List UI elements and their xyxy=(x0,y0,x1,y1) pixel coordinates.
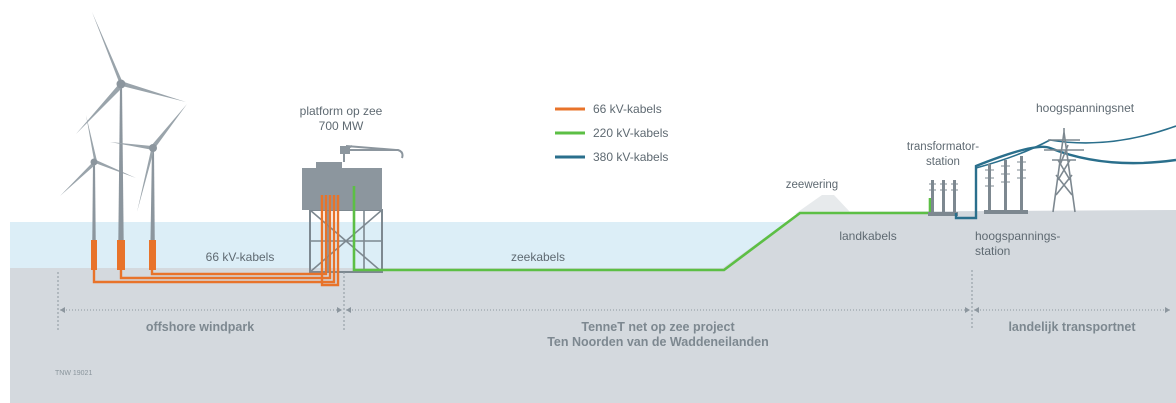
turbine-tower xyxy=(118,84,124,270)
platform-crane-cabin xyxy=(340,146,350,154)
turbine-blade xyxy=(110,142,153,150)
label-zone-landelijk: landelijk transportnet xyxy=(1008,320,1136,334)
transformer-insulators xyxy=(928,180,958,216)
cable-66kv xyxy=(92,195,336,284)
label-code: TNW 19021 xyxy=(55,370,92,377)
seabed xyxy=(10,268,1176,403)
wind-turbine xyxy=(110,104,187,270)
label-platform-line2: 700 MW xyxy=(319,119,364,133)
transformer-station xyxy=(928,180,958,216)
label-hoogspannings-line2: station xyxy=(975,244,1010,258)
cable-66kv xyxy=(150,195,328,276)
background xyxy=(10,195,1176,403)
label-66kv-kabels: 66 kV-kabels xyxy=(206,250,275,264)
turbine-hub xyxy=(90,158,98,166)
label-landkabels: landkabels xyxy=(839,229,896,243)
label-hoogspanningsnet: hoogspanningsnet xyxy=(1036,101,1135,115)
turbine-hub xyxy=(116,79,126,89)
turbine-tower xyxy=(150,148,155,270)
label-transformator-line1: transformator- xyxy=(907,141,979,153)
zone-markers xyxy=(57,270,1170,330)
cable-220kv xyxy=(352,186,932,272)
legend-label-66kv: 66 kV-kabels xyxy=(593,102,662,116)
platform-topside xyxy=(302,168,382,210)
turbine-hub xyxy=(149,144,157,152)
label-zeekabels: zeekabels xyxy=(511,250,565,264)
turbine-foundation xyxy=(149,240,156,270)
cables-66kv xyxy=(92,195,340,287)
legend-label-380kv: 380 kV-kabels xyxy=(593,150,668,164)
turbine-blade xyxy=(137,150,154,212)
turbine-blade xyxy=(92,12,123,83)
platform-topside-top xyxy=(316,162,342,170)
transmission-pylon xyxy=(1044,128,1084,213)
turbine-blade xyxy=(122,82,186,102)
land xyxy=(720,210,1176,270)
label-zeewering: zeewering xyxy=(786,179,838,191)
turbine-blade xyxy=(151,104,187,148)
turbine-blade xyxy=(60,162,95,196)
label-hoogspannings-line1: hoogspannings- xyxy=(975,229,1060,243)
legend: 66 kV-kabels 220 kV-kabels 380 kV-kabels xyxy=(555,102,668,164)
transformer-insulator-details xyxy=(929,183,958,191)
dike-zeewering xyxy=(795,195,850,214)
label-zone-offshore: offshore windpark xyxy=(146,320,254,334)
label-zone-tennet-line1: TenneT net op zee project xyxy=(581,320,735,334)
cable-66kv xyxy=(119,195,332,280)
high-voltage-station xyxy=(984,156,1028,214)
diagram-labels: platform op zee 700 MW hoogspanningsnet … xyxy=(55,101,1136,377)
turbine-blade xyxy=(76,84,123,134)
offshore-platform xyxy=(302,145,404,273)
wind-turbines xyxy=(60,12,187,270)
label-platform-line1: platform op zee xyxy=(300,104,383,118)
turbine-foundation xyxy=(91,240,97,270)
turbine-foundation xyxy=(117,240,125,270)
platform-jacket-bracing xyxy=(309,209,383,273)
turbine-blade xyxy=(86,115,97,161)
zone-arrowheads xyxy=(60,307,1170,313)
cable-380kv xyxy=(954,145,1176,220)
label-zone-tennet-line2: Ten Noorden van de Waddeneilanden xyxy=(547,335,769,349)
label-transformator-line2: station xyxy=(926,156,960,168)
cable-66kv xyxy=(320,195,340,287)
wind-turbine xyxy=(60,115,136,270)
legend-label-220kv: 220 kV-kabels xyxy=(593,126,668,140)
platform-crane xyxy=(343,145,404,162)
wind-turbine xyxy=(76,12,186,270)
turbine-blade xyxy=(95,160,136,178)
